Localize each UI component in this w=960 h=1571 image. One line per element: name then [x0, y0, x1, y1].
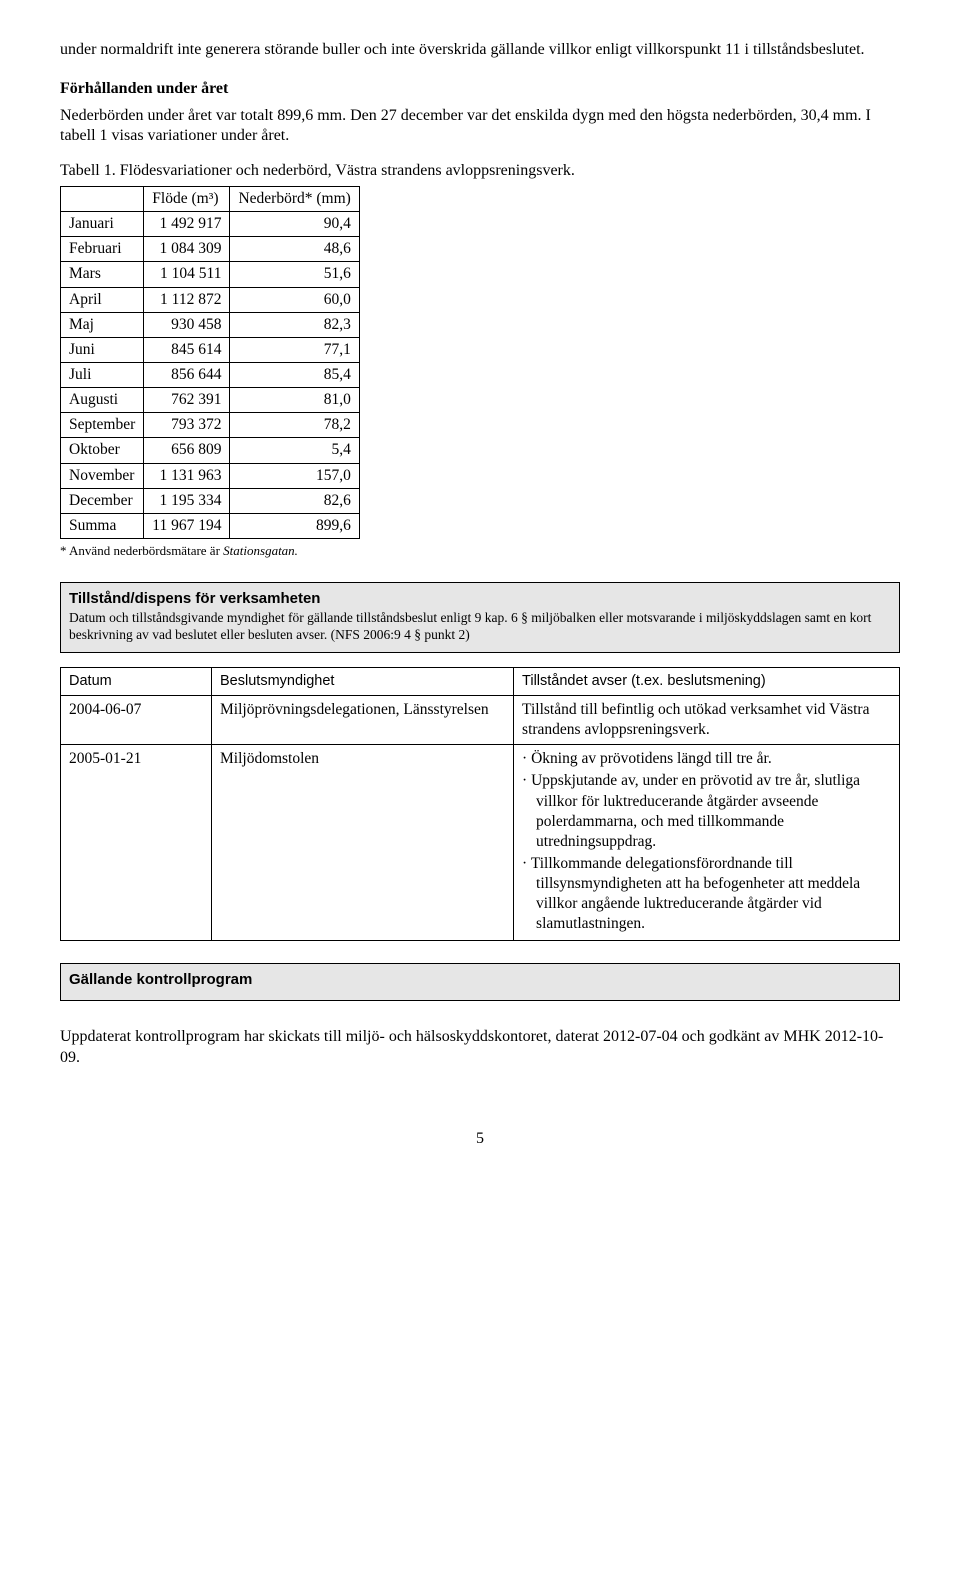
box-kontrollprogram: Gällande kontrollprogram [60, 963, 900, 1001]
cell-month: Januari [61, 212, 144, 237]
cell-precip: 5,4 [230, 438, 359, 463]
table-row: Summa11 967 194899,6 [61, 513, 360, 538]
box-tillstand-title: Tillstånd/dispens för verksamheten [69, 589, 891, 609]
cell-precip: 82,6 [230, 488, 359, 513]
table-row: Juni845 61477,1 [61, 337, 360, 362]
cell-date: 2004-06-07 [61, 695, 212, 744]
table-row: 2005-01-21 Miljödomstolen Ökning av pröv… [61, 745, 900, 941]
cell-flow: 1 492 917 [144, 212, 230, 237]
table-row: Augusti762 39181,0 [61, 388, 360, 413]
table-row: Januari1 492 91790,4 [61, 212, 360, 237]
cell-precip: 60,0 [230, 287, 359, 312]
paragraph-intro-1: under normaldrift inte generera störande… [60, 40, 900, 61]
cell-month: Februari [61, 237, 144, 262]
cell-precip: 78,2 [230, 413, 359, 438]
table-flow-precip: Flöde (m³) Nederbörd* (mm) Januari1 492 … [60, 186, 360, 539]
cell-month: November [61, 463, 144, 488]
box-kontrollprogram-title: Gällande kontrollprogram [69, 970, 891, 990]
cell-flow: 11 967 194 [144, 513, 230, 538]
cell-permit-text: Tillstånd till befintlig och utökad verk… [514, 695, 900, 744]
box-tillstand-sub: Datum och tillståndsgivande myndighet fö… [69, 610, 891, 644]
table-row: Juli856 64485,4 [61, 362, 360, 387]
cell-month: Juli [61, 362, 144, 387]
table-row: Mars1 104 51151,6 [61, 262, 360, 287]
list-item: Tillkommande delegationsförordnande till… [522, 854, 891, 935]
cell-authority: Miljöprövningsdelegationen, Länsstyrelse… [212, 695, 514, 744]
cell-permit-bullets: Ökning av prövotidens längd till tre år.… [514, 745, 900, 941]
cell-month: Augusti [61, 388, 144, 413]
cell-flow: 1 112 872 [144, 287, 230, 312]
cell-precip: 90,4 [230, 212, 359, 237]
footnote-text-a: * Använd nederbördsmätare är [60, 543, 223, 558]
cell-precip: 77,1 [230, 337, 359, 362]
table-decisions: Datum Beslutsmyndighet Tillståndet avser… [60, 667, 900, 941]
table-row: Flöde (m³) Nederbörd* (mm) [61, 186, 360, 211]
table-row: Maj930 45882,3 [61, 312, 360, 337]
table-header-flow: Flöde (m³) [144, 186, 230, 211]
cell-flow: 1 131 963 [144, 463, 230, 488]
table-row: Februari1 084 30948,6 [61, 237, 360, 262]
footnote-text-b: Stationsgatan. [223, 543, 298, 558]
cell-precip: 51,6 [230, 262, 359, 287]
cell-month: Summa [61, 513, 144, 538]
paragraph-forhallanden: Nederbörden under året var totalt 899,6 … [60, 106, 900, 148]
cell-flow: 793 372 [144, 413, 230, 438]
cell-month: April [61, 287, 144, 312]
table-row: November1 131 963157,0 [61, 463, 360, 488]
table-row: September793 37278,2 [61, 413, 360, 438]
cell-flow: 856 644 [144, 362, 230, 387]
page-number: 5 [60, 1129, 900, 1150]
table-row: Oktober656 8095,4 [61, 438, 360, 463]
table-header-authority: Beslutsmyndighet [212, 668, 514, 696]
cell-precip: 82,3 [230, 312, 359, 337]
list-item: Ökning av prövotidens längd till tre år. [522, 749, 891, 769]
cell-flow: 1 195 334 [144, 488, 230, 513]
cell-precip: 157,0 [230, 463, 359, 488]
cell-month: Oktober [61, 438, 144, 463]
cell-flow: 656 809 [144, 438, 230, 463]
cell-date: 2005-01-21 [61, 745, 212, 941]
table-row: December1 195 33482,6 [61, 488, 360, 513]
table-header-precip: Nederbörd* (mm) [230, 186, 359, 211]
cell-flow: 845 614 [144, 337, 230, 362]
list-item: Uppskjutande av, under en prövotid av tr… [522, 771, 891, 852]
cell-precip: 48,6 [230, 237, 359, 262]
cell-flow: 930 458 [144, 312, 230, 337]
table-row: Datum Beslutsmyndighet Tillståndet avser… [61, 668, 900, 696]
paragraph-outro: Uppdaterat kontrollprogram har skickats … [60, 1027, 900, 1069]
table1-footnote: * Använd nederbördsmätare är Stationsgat… [60, 543, 900, 560]
heading-forhallanden: Förhållanden under året [60, 79, 900, 100]
cell-precip: 85,4 [230, 362, 359, 387]
cell-precip: 899,6 [230, 513, 359, 538]
cell-month: September [61, 413, 144, 438]
cell-authority: Miljödomstolen [212, 745, 514, 941]
table-header-permit: Tillståndet avser (t.ex. beslutsmening) [514, 668, 900, 696]
table-header-date: Datum [61, 668, 212, 696]
cell-flow: 1 084 309 [144, 237, 230, 262]
table-row: April1 112 87260,0 [61, 287, 360, 312]
table-header-blank [61, 186, 144, 211]
box-tillstand: Tillstånd/dispens för verksamheten Datum… [60, 582, 900, 653]
cell-month: Juni [61, 337, 144, 362]
cell-month: Maj [61, 312, 144, 337]
table-row: 2004-06-07 Miljöprövningsdelegationen, L… [61, 695, 900, 744]
cell-month: December [61, 488, 144, 513]
bullet-list: Ökning av prövotidens längd till tre år.… [522, 749, 891, 934]
cell-flow: 762 391 [144, 388, 230, 413]
table1-caption: Tabell 1. Flödesvariationer och nederbör… [60, 161, 900, 182]
cell-precip: 81,0 [230, 388, 359, 413]
cell-flow: 1 104 511 [144, 262, 230, 287]
cell-month: Mars [61, 262, 144, 287]
